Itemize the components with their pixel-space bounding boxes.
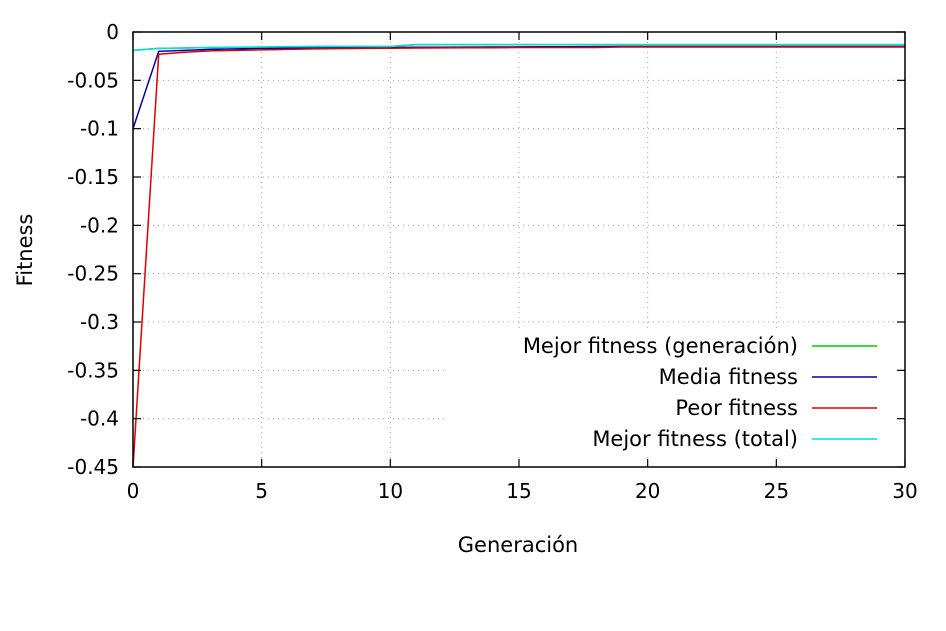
tick-labels: 0 5 10 15 20 25 30 0 -0.05 -0.1 -0.15 -0.2 -0.25 -0.3… (67, 20, 917, 503)
y-tick-label: -0.15 (67, 165, 119, 189)
legend-label: Media fitness (659, 365, 798, 389)
series-line (132, 43, 905, 52)
y-tick-label: 0 (106, 20, 119, 44)
y-tick-label: -0.4 (80, 407, 119, 431)
x-axis-label: Generación (458, 533, 578, 557)
x-tick-label: 15 (506, 479, 531, 503)
y-tick-label: -0.35 (67, 358, 119, 382)
legend-label: Mejor fitness (total) (592, 427, 798, 451)
y-tick-label: -0.05 (67, 68, 119, 92)
legend-label: Mejor fitness (generación) (523, 334, 798, 358)
y-tick-label: -0.2 (80, 213, 119, 237)
x-tick-label: 25 (764, 479, 789, 503)
legend: Mejor fitness (generación) Media fitness P… (447, 328, 897, 456)
y-tick-label: -0.1 (80, 117, 119, 141)
axis-ticks (132, 31, 906, 468)
x-tick-label: 20 (635, 479, 660, 503)
series-lines (132, 43, 905, 468)
x-tick-label: 0 (127, 479, 140, 503)
x-tick-label: 5 (255, 479, 268, 503)
y-axis-label: Fitness (13, 214, 37, 287)
legend-background (447, 328, 897, 456)
y-tick-label: -0.25 (67, 262, 119, 286)
series-line (132, 46, 905, 468)
x-tick-label: 10 (378, 479, 403, 503)
legend-label: Peor fitness (675, 396, 798, 420)
x-tick-label: 30 (892, 479, 917, 503)
y-tick-label: -0.45 (67, 455, 119, 479)
y-tick-label: -0.3 (80, 310, 119, 334)
